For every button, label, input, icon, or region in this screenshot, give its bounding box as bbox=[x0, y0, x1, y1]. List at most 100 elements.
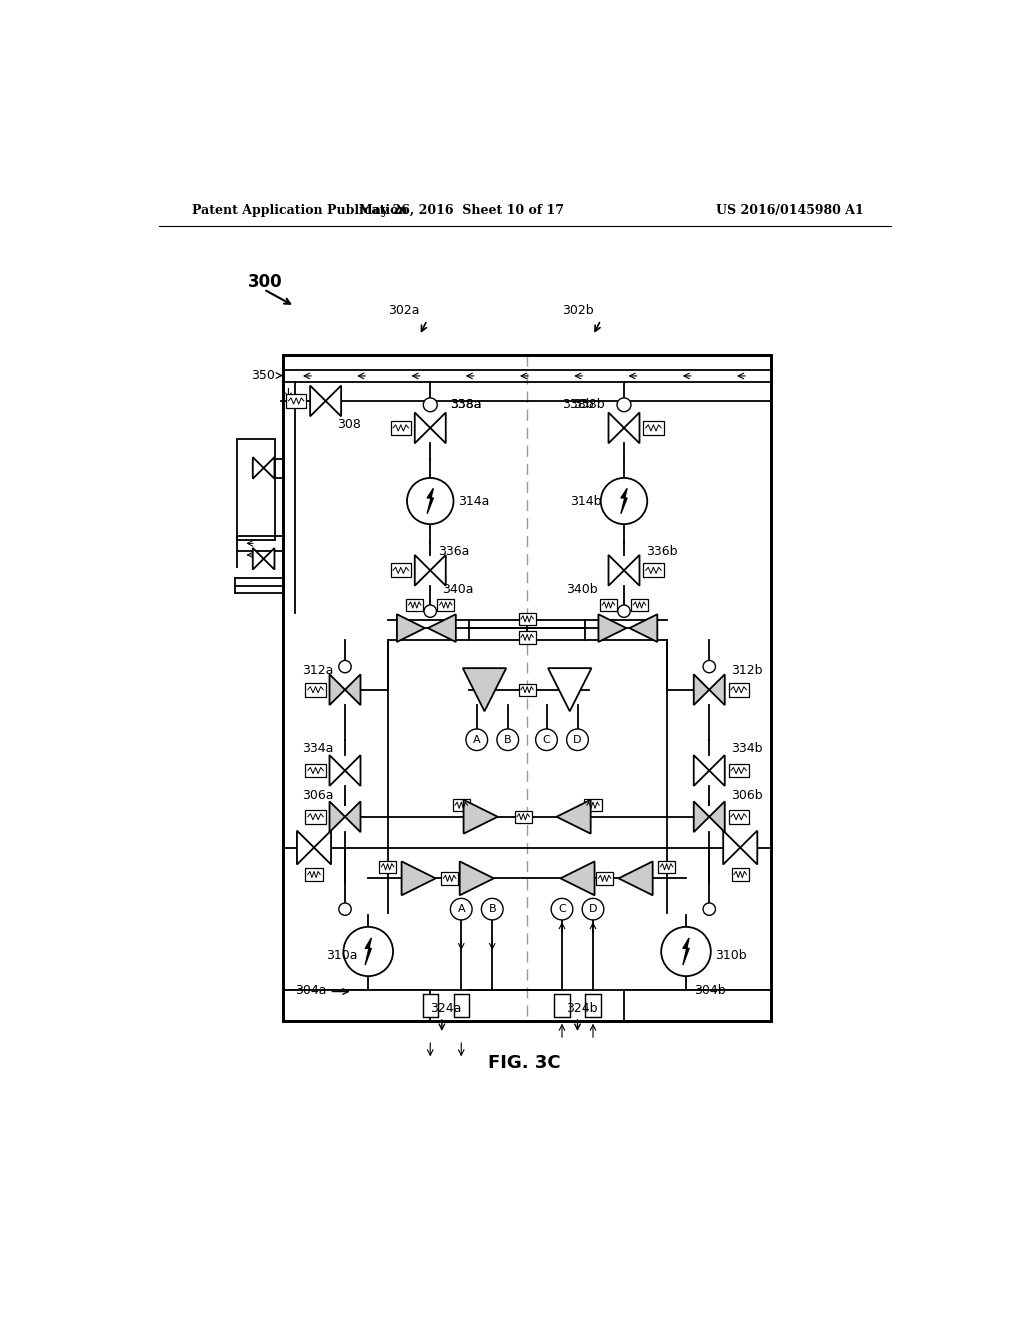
Text: 336b: 336b bbox=[646, 545, 677, 557]
Text: 324b: 324b bbox=[566, 1002, 597, 1015]
Text: 306a: 306a bbox=[302, 788, 334, 801]
Text: 334a: 334a bbox=[302, 742, 334, 755]
Bar bbox=[423, 994, 438, 1016]
Bar bbox=[305, 763, 326, 777]
Circle shape bbox=[662, 927, 711, 977]
Text: 314b: 314b bbox=[569, 495, 601, 508]
Circle shape bbox=[481, 899, 503, 920]
Bar bbox=[305, 682, 326, 697]
Text: D: D bbox=[573, 735, 582, 744]
Bar bbox=[518, 612, 536, 626]
Bar bbox=[631, 599, 648, 611]
Polygon shape bbox=[345, 755, 360, 785]
Bar bbox=[237, 440, 275, 540]
Circle shape bbox=[339, 660, 351, 673]
Polygon shape bbox=[710, 675, 725, 705]
Bar bbox=[379, 861, 396, 873]
Text: A: A bbox=[473, 735, 480, 744]
Polygon shape bbox=[326, 385, 341, 416]
Polygon shape bbox=[263, 548, 274, 570]
Circle shape bbox=[617, 605, 630, 618]
Polygon shape bbox=[463, 668, 506, 711]
Bar bbox=[596, 873, 613, 884]
Bar bbox=[600, 599, 617, 611]
Text: 336a: 336a bbox=[438, 545, 469, 557]
Bar bbox=[518, 684, 536, 696]
Text: 304b: 304b bbox=[693, 983, 725, 997]
Bar bbox=[391, 421, 411, 434]
Circle shape bbox=[423, 397, 437, 412]
Circle shape bbox=[343, 927, 393, 977]
Polygon shape bbox=[397, 614, 425, 642]
Bar bbox=[729, 810, 749, 824]
Polygon shape bbox=[314, 830, 331, 865]
Polygon shape bbox=[723, 830, 740, 865]
Bar bbox=[391, 564, 411, 577]
Bar bbox=[283, 355, 771, 1020]
Circle shape bbox=[339, 903, 351, 915]
Polygon shape bbox=[710, 801, 725, 832]
Bar bbox=[453, 799, 470, 812]
Polygon shape bbox=[693, 755, 710, 785]
Bar bbox=[624, 990, 771, 1020]
Bar bbox=[515, 810, 531, 822]
Polygon shape bbox=[253, 548, 263, 570]
Text: C: C bbox=[543, 735, 550, 744]
Bar bbox=[586, 994, 601, 1016]
Polygon shape bbox=[263, 457, 274, 479]
Polygon shape bbox=[430, 554, 445, 586]
Text: 350: 350 bbox=[251, 370, 275, 381]
Polygon shape bbox=[608, 554, 624, 586]
Bar bbox=[585, 799, 601, 812]
Text: US 2016/0145980 A1: US 2016/0145980 A1 bbox=[717, 205, 864, 218]
Circle shape bbox=[451, 899, 472, 920]
Polygon shape bbox=[710, 755, 725, 785]
Polygon shape bbox=[598, 614, 627, 642]
Bar bbox=[305, 869, 323, 880]
Text: 340a: 340a bbox=[442, 583, 473, 597]
Polygon shape bbox=[630, 614, 657, 642]
Polygon shape bbox=[345, 801, 360, 832]
Bar bbox=[283, 990, 430, 1020]
Bar bbox=[437, 599, 455, 611]
Bar bbox=[554, 994, 569, 1016]
Text: 314a: 314a bbox=[458, 495, 489, 508]
Bar bbox=[643, 421, 664, 434]
Polygon shape bbox=[621, 488, 627, 513]
Bar bbox=[454, 994, 469, 1016]
Polygon shape bbox=[330, 801, 345, 832]
Bar bbox=[518, 631, 536, 644]
Circle shape bbox=[566, 729, 589, 751]
Polygon shape bbox=[624, 412, 640, 444]
Text: B: B bbox=[504, 735, 512, 744]
Text: 312a: 312a bbox=[302, 664, 334, 677]
Text: 308: 308 bbox=[337, 417, 361, 430]
Circle shape bbox=[551, 899, 572, 920]
Polygon shape bbox=[345, 675, 360, 705]
Bar bbox=[305, 810, 326, 824]
Text: 310b: 310b bbox=[716, 949, 748, 962]
Polygon shape bbox=[297, 830, 314, 865]
Text: 302b: 302b bbox=[562, 305, 593, 317]
Polygon shape bbox=[557, 800, 591, 834]
Text: 304a: 304a bbox=[295, 983, 326, 997]
Polygon shape bbox=[548, 668, 592, 711]
Polygon shape bbox=[683, 939, 689, 965]
Text: 306b: 306b bbox=[731, 788, 763, 801]
Bar bbox=[643, 564, 664, 577]
Polygon shape bbox=[693, 675, 710, 705]
Text: C: C bbox=[558, 904, 566, 915]
Text: 302a: 302a bbox=[388, 305, 420, 317]
Polygon shape bbox=[460, 862, 494, 895]
Text: 338b: 338b bbox=[573, 399, 604, 412]
Polygon shape bbox=[618, 862, 652, 895]
Circle shape bbox=[424, 605, 436, 618]
Text: 312b: 312b bbox=[731, 664, 763, 677]
Bar bbox=[286, 395, 306, 408]
Polygon shape bbox=[253, 457, 263, 479]
Circle shape bbox=[407, 478, 454, 524]
Text: 338b: 338b bbox=[562, 399, 594, 412]
Circle shape bbox=[703, 903, 716, 915]
Circle shape bbox=[601, 478, 647, 524]
Text: FIG. 3C: FIG. 3C bbox=[488, 1055, 561, 1072]
